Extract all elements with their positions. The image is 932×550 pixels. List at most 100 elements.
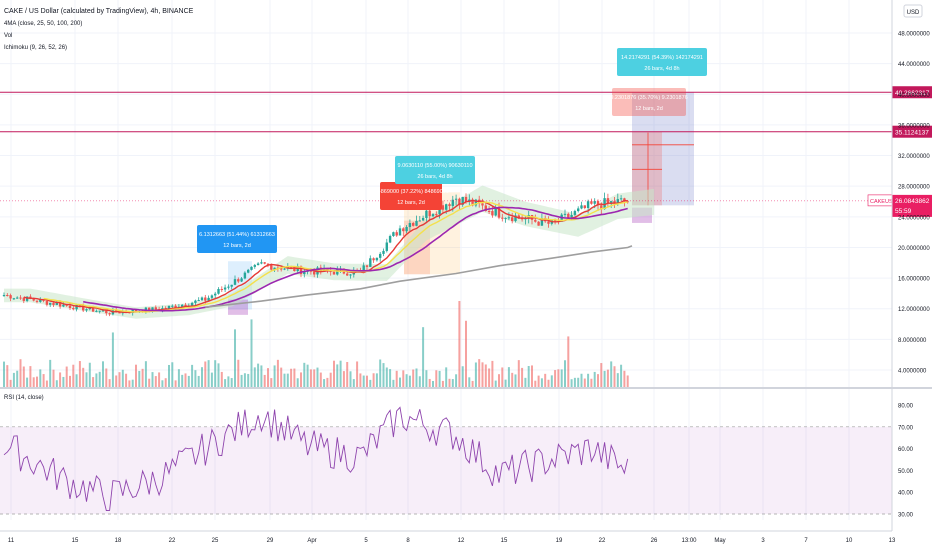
volume-bar	[375, 373, 378, 387]
candle-body	[52, 302, 55, 305]
volume-bar	[148, 378, 151, 387]
volume-bar	[319, 372, 322, 387]
volume-bar	[531, 365, 533, 387]
candle-body	[332, 271, 336, 275]
candle-body	[303, 271, 306, 275]
candle-body	[385, 242, 388, 251]
measure-label-box	[197, 225, 277, 253]
rsi-title[interactable]: RSI (14, close)	[4, 395, 44, 401]
volume-bar	[243, 373, 246, 387]
volume-bar	[313, 369, 316, 387]
volume-bar	[425, 370, 428, 387]
volume-bar	[415, 368, 418, 387]
level-price-label: 35.1124137	[895, 130, 929, 137]
candle-body	[514, 215, 517, 222]
volume-bar	[184, 373, 187, 387]
volume-bar	[191, 364, 194, 387]
volume-bar	[138, 370, 141, 387]
candle-body	[223, 287, 227, 290]
candle-body	[405, 227, 408, 232]
indicator-vol-label[interactable]: Vol	[4, 33, 12, 39]
candle-body	[105, 310, 108, 314]
price-tick-label: 36.0000000	[898, 123, 930, 129]
volume-bar	[194, 370, 197, 387]
candle-body	[243, 272, 247, 279]
candle-body	[101, 310, 105, 312]
volume-bar	[593, 371, 596, 387]
volume-bar	[517, 360, 520, 387]
time-tick-label: 12	[458, 538, 465, 544]
time-tick-label: 22	[599, 538, 606, 544]
volume-bar	[62, 376, 65, 387]
volume-bar	[59, 372, 62, 387]
volume-bar	[6, 365, 9, 387]
candle-body	[586, 201, 590, 209]
volume-bar	[72, 364, 75, 387]
measure-label-box	[380, 182, 442, 210]
volume-bar	[451, 379, 454, 387]
volume-bar	[250, 319, 253, 387]
volume-bar	[418, 376, 421, 387]
volume-bar	[171, 362, 174, 387]
candle-body	[55, 302, 58, 305]
volume-bar	[527, 366, 530, 387]
candle-body	[395, 232, 398, 236]
volume-bar	[448, 378, 451, 387]
candle-body	[82, 305, 85, 311]
volume-bar	[82, 367, 85, 387]
currency-button[interactable]	[903, 4, 923, 18]
candle-body	[22, 297, 25, 301]
candle-body	[583, 205, 586, 209]
measure-label-change: 9.0630110 (55.00%) 90630110	[397, 163, 472, 169]
volume-bar	[290, 368, 293, 387]
measure-label-change: 9.2301876 (35.70%) 9.2301876	[610, 95, 687, 101]
volume-bar	[85, 372, 88, 387]
volume-bar	[125, 373, 128, 387]
volume-bar	[128, 380, 131, 387]
time-tick-label: 8	[406, 538, 410, 544]
candle-body	[504, 217, 507, 219]
price-tick-label: 20.0000000	[898, 246, 930, 252]
volume-bar	[39, 369, 42, 387]
candle-body	[392, 232, 395, 237]
volume-bar	[234, 329, 236, 387]
candle-body	[204, 297, 207, 301]
measure-label-bars: 12 bars, 2d	[635, 106, 663, 112]
volume-bar	[474, 362, 477, 387]
candle-body	[610, 201, 613, 203]
candle-body	[171, 305, 174, 307]
candle-body	[266, 263, 270, 265]
volume-bar	[19, 359, 22, 387]
volume-bar	[29, 366, 32, 387]
volume-bar	[220, 371, 223, 387]
ichimoku-cloud-area	[4, 185, 655, 319]
indicator-ma-label[interactable]: 4MA (close, 25, 50, 100, 200)	[4, 21, 82, 27]
level-price-tag[interactable]	[892, 86, 932, 99]
candle-body	[237, 279, 240, 282]
rsi-tick-label: 50.00	[898, 469, 914, 475]
volume-bar	[389, 369, 392, 387]
indicator-ichimoku-label[interactable]: Ichimoku (9, 26, 52, 26)	[4, 45, 67, 51]
volume-bar	[392, 379, 395, 387]
current-price-tag[interactable]	[892, 194, 932, 217]
volume-bar	[478, 359, 481, 387]
volume-bar	[293, 368, 296, 387]
candle-body	[458, 198, 461, 205]
level-price-tag[interactable]	[892, 125, 932, 138]
rsi-panel: 80.00 70.00 60.00 50.00 40.00 30.00	[0, 404, 914, 519]
candle-body	[39, 299, 42, 302]
candle-body	[200, 297, 204, 301]
candle-body	[369, 258, 372, 267]
candle-body	[491, 211, 494, 216]
candle-body	[95, 310, 98, 312]
volume-bar	[12, 372, 15, 387]
candle-body	[35, 300, 39, 302]
volume-bar	[587, 373, 590, 387]
price-tick-label: 44.0000000	[898, 62, 930, 68]
candle-body	[606, 198, 610, 203]
volume-bar	[45, 380, 48, 387]
price-tick-label: 12.0000000	[898, 307, 930, 313]
